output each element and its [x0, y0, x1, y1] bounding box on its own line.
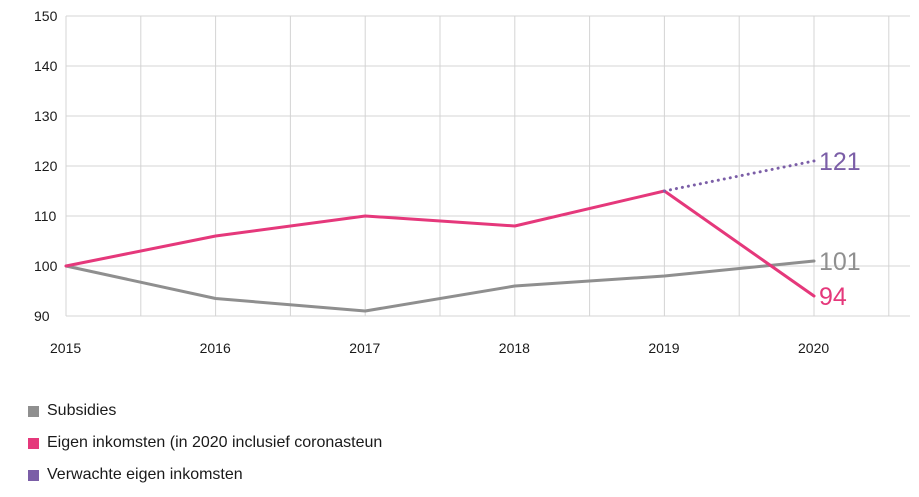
series-line [64, 189, 816, 298]
legend-label: Subsidies [47, 402, 117, 419]
series-lines [64, 159, 816, 313]
y-tick-label: 130 [34, 108, 58, 124]
legend-item-subsidies: Subsidies [28, 401, 382, 421]
x-tick-label: 2016 [200, 340, 231, 356]
y-tick-label: 110 [34, 208, 57, 224]
y-tick-label: 90 [34, 308, 50, 324]
data-point [214, 297, 217, 300]
x-tick-label: 2018 [499, 340, 530, 356]
y-axis-ticks: 90 100 110 120 130 140 150 [34, 8, 58, 324]
x-tick-label: 2020 [798, 340, 829, 356]
data-point [65, 265, 68, 268]
data-point [813, 295, 816, 298]
end-value-label: 121 [819, 148, 861, 176]
legend-swatch [28, 437, 39, 449]
end-value-label: 101 [819, 248, 861, 276]
legend-swatch [28, 469, 39, 481]
x-tick-label: 2015 [50, 340, 81, 356]
series-line [64, 259, 816, 313]
data-point [513, 225, 516, 228]
x-axis-ticks: 2015 2016 2017 2018 2019 2020 [50, 340, 829, 356]
end-labels: 101 94 121 [819, 148, 861, 311]
series-line [662, 159, 816, 193]
grid-lines [65, 15, 910, 317]
legend-swatch [28, 405, 39, 417]
legend-item-eigen-inkomsten: Eigen inkomsten (in 2020 inclusief coron… [28, 433, 382, 453]
y-tick-label: 140 [34, 58, 58, 74]
legend-item-verwachte-eigen-inkomsten: Verwachte eigen inkomsten [28, 465, 382, 485]
data-point [813, 260, 816, 263]
data-point [364, 310, 367, 313]
legend-label: Verwachte eigen inkomsten [47, 466, 243, 483]
x-tick-label: 2019 [648, 340, 679, 356]
y-tick-label: 100 [34, 258, 58, 274]
data-point [663, 190, 666, 193]
x-tick-label: 2017 [349, 340, 380, 356]
legend: Subsidies Eigen inkomsten (in 2020 inclu… [28, 401, 382, 497]
legend-label: Eigen inkomsten (in 2020 inclusief coron… [47, 434, 383, 451]
end-value-label: 94 [819, 283, 847, 311]
y-tick-label: 150 [34, 8, 58, 24]
data-point [663, 275, 666, 278]
data-point [364, 215, 367, 218]
data-point [813, 160, 816, 163]
y-tick-label: 120 [34, 158, 58, 174]
data-point [513, 285, 516, 288]
data-point [214, 235, 217, 238]
